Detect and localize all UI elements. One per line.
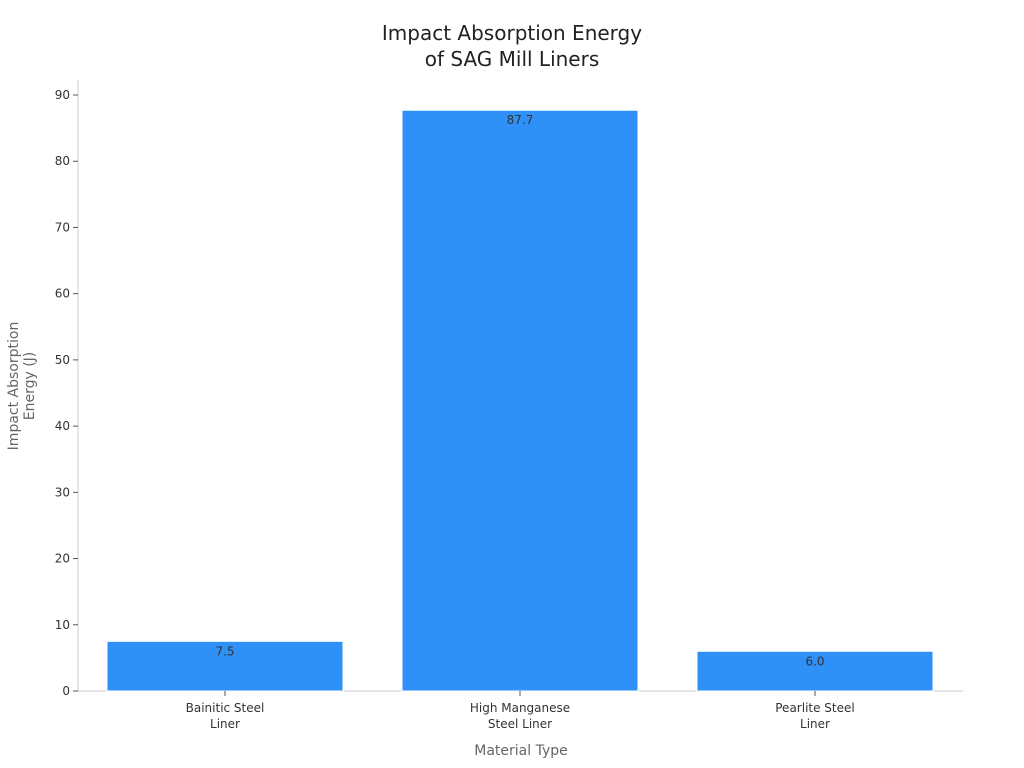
data-labels: 7.5 87.7 6.0 (215, 113, 824, 668)
y-tick-label: 90 (55, 88, 70, 102)
y-tick-label: 40 (55, 419, 70, 433)
y-axis-title-line: Energy (J) (22, 352, 38, 421)
y-tick-label: 20 (55, 552, 70, 566)
y-axis-title: Impact AbsorptionEnergy (J) (6, 322, 38, 451)
y-tick-label: 30 (55, 485, 70, 499)
y-tick-label: 50 (55, 353, 70, 367)
chart-title-line: of SAG Mill Liners (425, 47, 600, 71)
x-tick-label-line: High Manganese (470, 701, 570, 715)
bar-value-label: 6.0 (805, 654, 824, 668)
bar-value-label: 7.5 (215, 644, 234, 658)
y-tick-label: 10 (55, 618, 70, 632)
y-tick-label: 0 (62, 684, 70, 698)
y-tick-label: 80 (55, 154, 70, 168)
x-tick-label-line: Bainitic Steel (186, 701, 265, 715)
x-tick-label-line: Steel Liner (488, 717, 552, 731)
x-tick-labels: Bainitic Steel Liner High Manganese Steel L… (186, 691, 855, 731)
x-tick-label-line: Liner (210, 717, 240, 731)
y-tick-label: 60 (55, 287, 70, 301)
x-tick-label: Pearlite Steel Liner (775, 701, 854, 731)
x-tick-label: Bainitic Steel Liner (186, 701, 265, 731)
bar (106, 640, 344, 692)
chart-title-line: Impact Absorption Energy (382, 21, 642, 45)
y-tick-label: 70 (55, 220, 70, 234)
x-tick-label-line: Pearlite Steel (775, 701, 854, 715)
y-axis-title-line: Impact Absorption (6, 322, 22, 451)
bar (401, 109, 639, 692)
x-axis-title: Material Type (474, 743, 567, 759)
x-tick-label-line: Liner (800, 717, 830, 731)
y-ticks: 0 10 20 30 40 50 60 70 80 90 (55, 88, 78, 698)
y-axis-title-text: Impact AbsorptionEnergy (J) (6, 322, 38, 451)
x-tick-label: High Manganese Steel Liner (470, 701, 570, 731)
bars (106, 109, 934, 692)
bar-value-label: 87.7 (507, 113, 534, 127)
bar (696, 650, 934, 692)
